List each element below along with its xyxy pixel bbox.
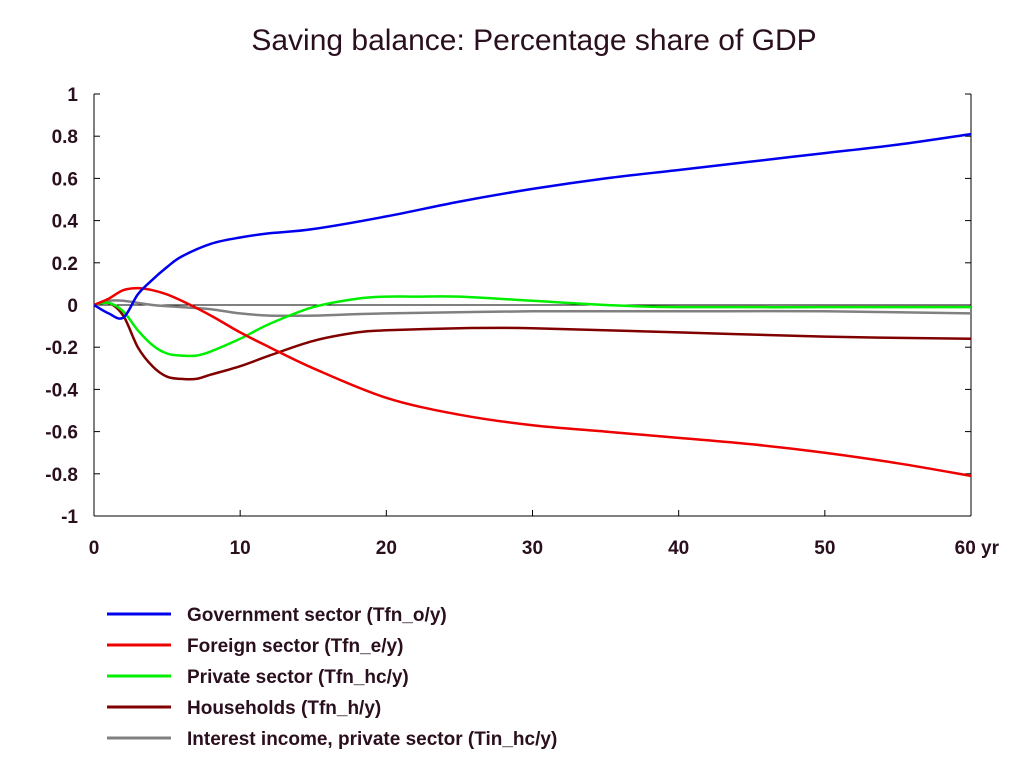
x-tick-label: 40 — [668, 538, 689, 559]
series-line-0 — [93, 132, 972, 320]
y-tick-label: -0.8 — [45, 465, 78, 486]
y-tick-label: 0 — [67, 296, 78, 317]
legend-label-2: Private sector (Tfn_hc/y) — [187, 667, 409, 688]
series-line-2 — [93, 295, 971, 358]
series-line-3 — [93, 301, 972, 381]
y-tick-label: 0.6 — [52, 169, 78, 190]
y-tick-label: -0.6 — [45, 423, 78, 444]
legend-label-0: Government sector (Tfn_o/y) — [187, 605, 447, 626]
x-tick-label: 30 — [522, 538, 543, 559]
legend-label-3: Households (Tfn_h/y) — [187, 698, 381, 719]
y-tick-label: 0.2 — [52, 254, 78, 275]
chart-title: Saving balance: Percentage share of GDP — [251, 24, 816, 57]
y-tick-label: -0.2 — [45, 338, 78, 359]
x-tick-label: 10 — [230, 538, 251, 559]
x-tick-label: 60 yr — [955, 538, 1000, 559]
y-tick-label: 0.8 — [52, 127, 78, 148]
legend-label-4: Interest income, private sector (Tin_hc/… — [187, 729, 557, 750]
y-tick-label: 0.4 — [52, 212, 79, 233]
y-tick-label: -1 — [61, 507, 78, 528]
x-tick-label: 50 — [814, 538, 835, 559]
y-tick-label: -0.4 — [45, 380, 78, 401]
legend-label-1: Foreign sector (Tfn_e/y) — [187, 636, 403, 657]
series-line-1 — [93, 286, 972, 478]
axes-group: -1-0.8-0.6-0.4-0.200.20.40.60.810 10 20 30 4… — [45, 85, 999, 559]
y-tick-label: 1 — [67, 85, 78, 106]
series-lines-group — [93, 132, 972, 478]
legend: Government sector (Tfn_o/y) Foreign secto… — [107, 605, 557, 750]
x-tick-label: 20 — [376, 538, 397, 559]
x-tick-label: 0 — [89, 538, 100, 559]
